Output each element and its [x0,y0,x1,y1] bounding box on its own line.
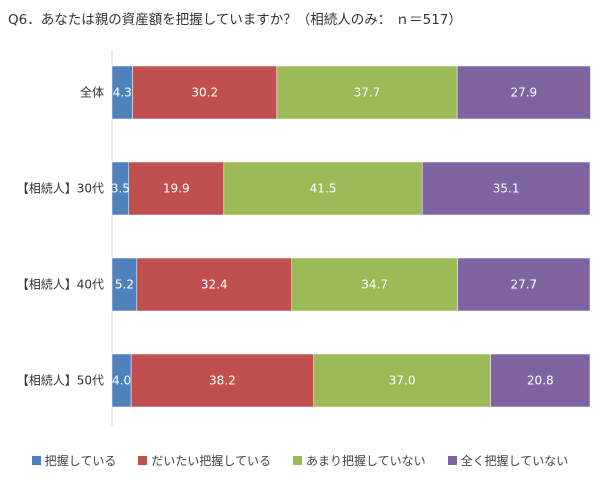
category-label: 【相続人】30代 [17,182,104,196]
bar-segment [132,65,278,120]
data-label: 4.0 [112,374,131,388]
data-label: 41.5 [310,182,337,196]
bar-segment [313,353,491,408]
chart-legend: 把握している だいたい把握している あまり把握していない 全く把握していない [0,452,600,469]
bar-segment [130,353,314,408]
data-label: 27.7 [510,278,537,292]
category-label: 全体 [80,85,104,100]
data-label: 38.2 [209,374,236,388]
data-label: 37.0 [389,374,416,388]
data-label: 32.4 [201,278,228,292]
legend-label: 把握している [44,454,117,468]
data-label: 30.2 [191,86,218,100]
data-label: 27.9 [510,86,537,100]
legend-item: 把握している [31,452,117,469]
legend-label: あまり把握していない [305,454,426,468]
bar-segment [490,353,591,408]
bar-segment [223,161,423,216]
bar-segment [111,257,138,312]
category-label: 【相続人】50代 [17,374,104,388]
bar-segment [456,65,591,120]
legend-label: 全く把握していない [460,454,569,468]
data-label: 20.8 [527,374,554,388]
legend-swatch [292,456,302,465]
bar-segment [128,161,225,216]
stacked-bar-chart: 全体 4.3 30.2 37.7 27.9 【相続人】30代 3.5 19.9 41.5 35.1… [17,50,591,426]
legend-swatch [138,456,148,465]
legend-swatch [31,456,41,465]
data-label: 34.7 [361,278,388,292]
legend-label: だいたい把握している [151,454,271,468]
bar-segment [421,161,591,216]
legend-item: あまり把握していない [292,452,426,469]
data-label: 3.5 [111,182,130,196]
legend-swatch [447,456,457,465]
bar-segment [136,257,292,312]
data-label: 37.7 [354,86,381,100]
category-label: 【相続人】40代 [17,278,104,292]
chart-title: Q6．あなたは親の資産額を把握していますか？（相続人のみ： ｎ＝517） [8,12,462,28]
data-label: 19.9 [163,182,190,196]
legend-item: だいたい把握している [138,452,271,469]
data-label: 5.2 [115,278,134,292]
data-label: 4.3 [113,86,132,100]
bar-segment [457,257,591,312]
legend-item: 全く把握していない [447,452,569,469]
data-label: 35.1 [493,182,520,196]
bar-segment [276,65,458,120]
